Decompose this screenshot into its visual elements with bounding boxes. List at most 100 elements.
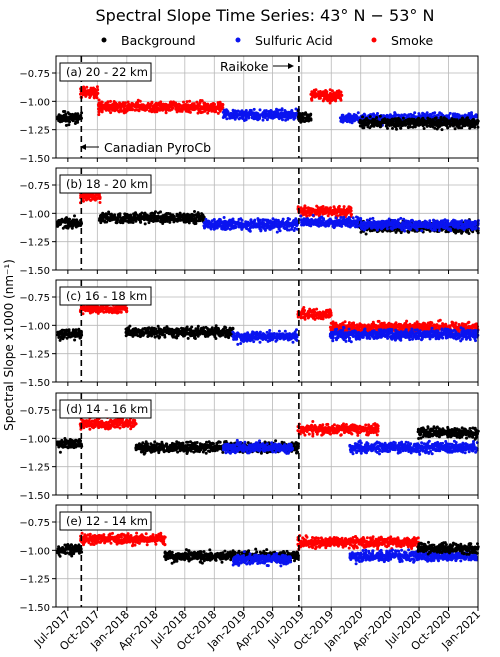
- data-point: [81, 194, 85, 198]
- data-point: [258, 115, 261, 119]
- data-point: [74, 328, 78, 332]
- data-point: [311, 213, 315, 217]
- data-point: [94, 93, 98, 97]
- data-point: [77, 327, 81, 331]
- data-point: [295, 224, 299, 228]
- data-point: [156, 219, 160, 223]
- data-point: [449, 229, 453, 233]
- data-point: [280, 108, 284, 112]
- data-point: [354, 113, 358, 117]
- data-point: [119, 106, 123, 110]
- data-point: [381, 229, 385, 233]
- data-point: [161, 102, 165, 106]
- data-point: [328, 101, 332, 105]
- data-point: [206, 104, 210, 108]
- data-point: [138, 99, 142, 103]
- data-point: [439, 112, 443, 116]
- data-point: [328, 94, 331, 98]
- data-point: [134, 211, 137, 215]
- data-point: [225, 117, 229, 121]
- data-point: [457, 113, 461, 117]
- data-point: [62, 113, 66, 117]
- data-point: [112, 102, 115, 106]
- data-point: [67, 334, 71, 338]
- data-point: [321, 205, 325, 208]
- data-point: [275, 107, 278, 111]
- data-point: [391, 126, 394, 130]
- data-point: [310, 97, 313, 101]
- data-point: [82, 199, 85, 203]
- data-point: [178, 214, 182, 217]
- data-point: [182, 100, 185, 104]
- data-point: [215, 222, 219, 226]
- data-point: [76, 114, 80, 118]
- data-point: [306, 217, 309, 221]
- data-point: [139, 220, 143, 224]
- legend-label-sulfuric-acid: Sulfuric Acid: [255, 33, 333, 48]
- panel-label: (a) 20 - 22 km: [59, 62, 152, 82]
- data-point: [214, 110, 218, 114]
- data-point: [387, 217, 391, 221]
- data-point: [131, 221, 135, 224]
- data-point: [278, 229, 282, 233]
- y-tick-label: −0.75: [19, 69, 50, 80]
- data-point: [325, 90, 329, 94]
- data-point: [195, 100, 199, 104]
- data-point: [393, 111, 397, 115]
- data-point: [298, 112, 302, 116]
- data-point: [194, 218, 198, 222]
- data-point: [291, 112, 295, 116]
- data-point: [73, 214, 76, 218]
- data-point: [362, 220, 366, 224]
- data-point: [193, 105, 196, 109]
- data-point: [356, 111, 360, 115]
- data-point: [96, 88, 100, 91]
- data-point: [218, 109, 222, 113]
- data-point: [349, 207, 353, 211]
- data-point: [351, 223, 355, 227]
- data-point: [100, 215, 104, 219]
- data-point: [119, 103, 123, 107]
- data-point: [252, 107, 256, 111]
- data-point: [159, 100, 163, 104]
- data-point: [116, 106, 120, 109]
- data-point: [348, 209, 352, 213]
- data-point: [218, 218, 222, 222]
- data-point: [258, 218, 262, 222]
- panels: −1.50−1.25−1.00−0.75 (a) 20 - 22 km−1.50−…: [19, 55, 480, 614]
- data-point: [303, 204, 307, 208]
- data-point: [200, 99, 204, 103]
- data-point: [87, 309, 91, 313]
- data-point: [143, 222, 147, 226]
- data-point: [154, 210, 157, 214]
- data-point: [445, 220, 449, 224]
- data-point: [305, 209, 309, 213]
- legend-label-background: Background: [121, 33, 196, 48]
- data-point: [428, 221, 432, 225]
- data-point: [393, 114, 397, 118]
- data-point: [165, 212, 169, 215]
- data-point: [455, 118, 459, 122]
- y-tick-label: −1.00: [19, 209, 50, 220]
- data-point: [221, 110, 225, 114]
- data-point: [80, 111, 84, 115]
- data-point: [453, 127, 457, 131]
- data-point: [333, 225, 337, 228]
- data-point: [201, 213, 205, 217]
- y-tick-label: −0.75: [19, 181, 50, 192]
- data-point: [397, 114, 401, 117]
- data-point: [109, 111, 113, 115]
- data-point: [258, 108, 262, 112]
- panel-1: −1.50−1.25−1.00−0.75 (b) 18 - 20 km: [19, 167, 480, 277]
- data-point: [407, 230, 411, 234]
- y-tick-label: −1.25: [19, 126, 50, 137]
- data-point: [247, 113, 251, 117]
- chart-title: Spectral Slope Time Series: 43° N − 53° …: [96, 6, 435, 25]
- data-point: [378, 125, 382, 129]
- data-point: [281, 118, 284, 122]
- panel-label: (b) 18 - 20 km: [59, 174, 152, 194]
- data-point: [460, 219, 464, 223]
- data-point: [78, 336, 82, 340]
- data-point: [436, 118, 440, 122]
- data-point: [176, 106, 180, 110]
